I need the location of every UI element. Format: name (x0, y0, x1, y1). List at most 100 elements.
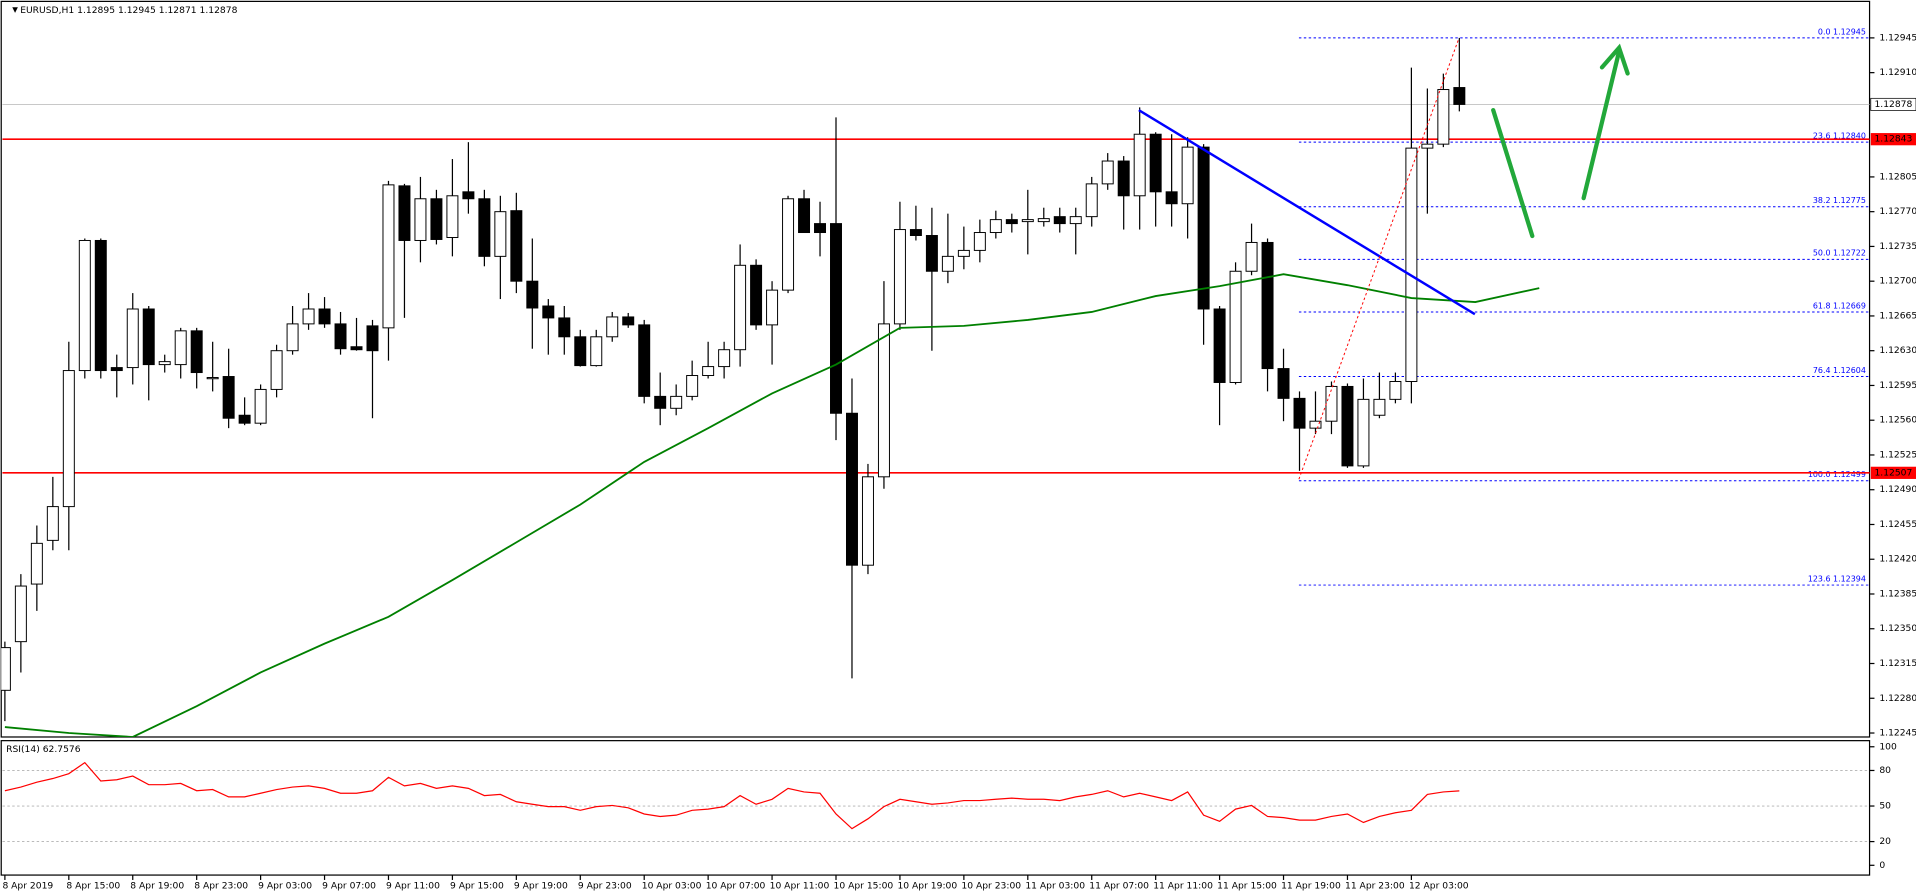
candle-body (766, 289, 779, 326)
level-label: 1.12507 (1874, 467, 1912, 478)
candle-body (1293, 397, 1306, 429)
symbol: EURUSD,H1 (20, 4, 74, 15)
candle-body (574, 336, 587, 367)
candle-body (270, 350, 283, 390)
candle-body (1325, 385, 1338, 422)
y-tick-label: 1.12805 (1879, 171, 1916, 182)
x-tick-label: 10 Apr 15:00 (834, 881, 894, 892)
candle-body (670, 395, 683, 409)
fib-label: 100.0 1.12499 (1808, 470, 1866, 479)
candle-body (941, 255, 954, 272)
fib-label: 123.6 1.12394 (1808, 574, 1866, 583)
candle-body (1037, 218, 1050, 223)
y-tick-label: 1.12350 (1879, 623, 1916, 634)
arrow-up (1581, 49, 1622, 201)
rsi-tick-label: 20 (1879, 836, 1891, 847)
candle-body (1021, 219, 1034, 223)
x-tick-label: 10 Apr 07:00 (706, 881, 766, 892)
candle-body (462, 191, 475, 200)
rsi-header: RSI(14) 62.7576 (6, 744, 81, 755)
candle-body (830, 223, 842, 414)
fib-label: 23.6 1.12840 (1813, 132, 1866, 141)
candle-body (782, 198, 795, 291)
candle-body (110, 367, 123, 372)
candle-body (350, 346, 363, 351)
candle-body (1309, 420, 1322, 429)
candle-body (526, 280, 539, 309)
rsi-tick-label: 80 (1879, 765, 1891, 776)
header-low: 1.12871 (159, 4, 197, 15)
candle-body (446, 195, 459, 238)
candle-body (957, 249, 970, 257)
candle-body (494, 211, 507, 257)
y-tick-label: 1.12525 (1879, 449, 1916, 460)
moving-average (4, 273, 1540, 737)
candle-body (654, 395, 667, 409)
candle-body (62, 370, 75, 508)
candle-body (1277, 368, 1290, 399)
y-tick-label: 1.12630 (1879, 345, 1916, 356)
candle-body (718, 349, 731, 368)
candle-body (334, 323, 347, 350)
candle-body (174, 330, 187, 366)
x-tick-label: 11 Apr 11:00 (1153, 881, 1213, 892)
candle-body (734, 264, 747, 351)
candle-body (1229, 270, 1242, 383)
x-tick-label: 11 Apr 19:00 (1281, 881, 1341, 892)
x-tick-label: 8 Apr 23:00 (194, 881, 248, 892)
level-box (1870, 466, 1916, 479)
header-marker: ▼ (12, 5, 20, 14)
candle-body (1085, 183, 1098, 218)
candle-body (46, 506, 59, 541)
y-tick-label: 1.12455 (1879, 519, 1916, 530)
candle-body (1405, 147, 1418, 382)
candle-body (30, 542, 43, 585)
candle-body (14, 585, 27, 643)
candle-body (1245, 241, 1258, 272)
rsi-name: RSI(14) (6, 744, 40, 755)
candle-body (558, 317, 571, 338)
level-label: 1.12843 (1874, 134, 1912, 145)
candle-body (238, 414, 251, 424)
candle-body (366, 325, 379, 352)
rsi-tick-label: 0 (1879, 860, 1885, 871)
level-box (1870, 133, 1916, 146)
candle-body (1341, 385, 1354, 467)
candle-body (1437, 89, 1450, 145)
candle-body (206, 377, 219, 380)
candle-body (318, 308, 331, 325)
fib-label: 0.0 1.12945 (1818, 27, 1866, 36)
candle-body (1453, 87, 1466, 105)
candle-body (1133, 133, 1146, 197)
candle-body (142, 308, 155, 366)
candle-body (1373, 398, 1386, 416)
x-tick-label: 10 Apr 19:00 (897, 881, 957, 892)
forecast-arrows (1491, 43, 1630, 239)
candle-body (542, 305, 555, 319)
x-tick-label: 8 Apr 19:00 (130, 881, 184, 892)
x-tick-label: 9 Apr 03:00 (258, 881, 312, 892)
candle-body (814, 223, 827, 234)
x-tick-label: 10 Apr 03:00 (642, 881, 702, 892)
candle-body (750, 264, 763, 326)
y-tick-label: 1.12245 (1879, 728, 1916, 739)
fib-label: 61.8 1.12669 (1813, 301, 1866, 310)
candle-body (1261, 241, 1274, 370)
x-tick-label: 9 Apr 19:00 (514, 881, 568, 892)
candle-body (94, 239, 107, 372)
arrow-head (1599, 43, 1630, 76)
y-tick-label: 1.12700 (1879, 276, 1916, 287)
candle-body (925, 235, 938, 272)
candle-body (877, 323, 890, 478)
rsi-last: 62.7576 (43, 744, 81, 755)
candle-body (1, 647, 11, 691)
y-tick-label: 1.12560 (1879, 415, 1916, 426)
candle-body (414, 198, 427, 241)
candle-body (430, 198, 443, 240)
candle-body (590, 336, 603, 367)
candle-body (702, 366, 715, 377)
x-tick-label: 11 Apr 03:00 (1025, 881, 1085, 892)
header-open: 1.12895 (77, 4, 115, 15)
candle-body (510, 210, 523, 282)
candle-body (989, 219, 1002, 234)
